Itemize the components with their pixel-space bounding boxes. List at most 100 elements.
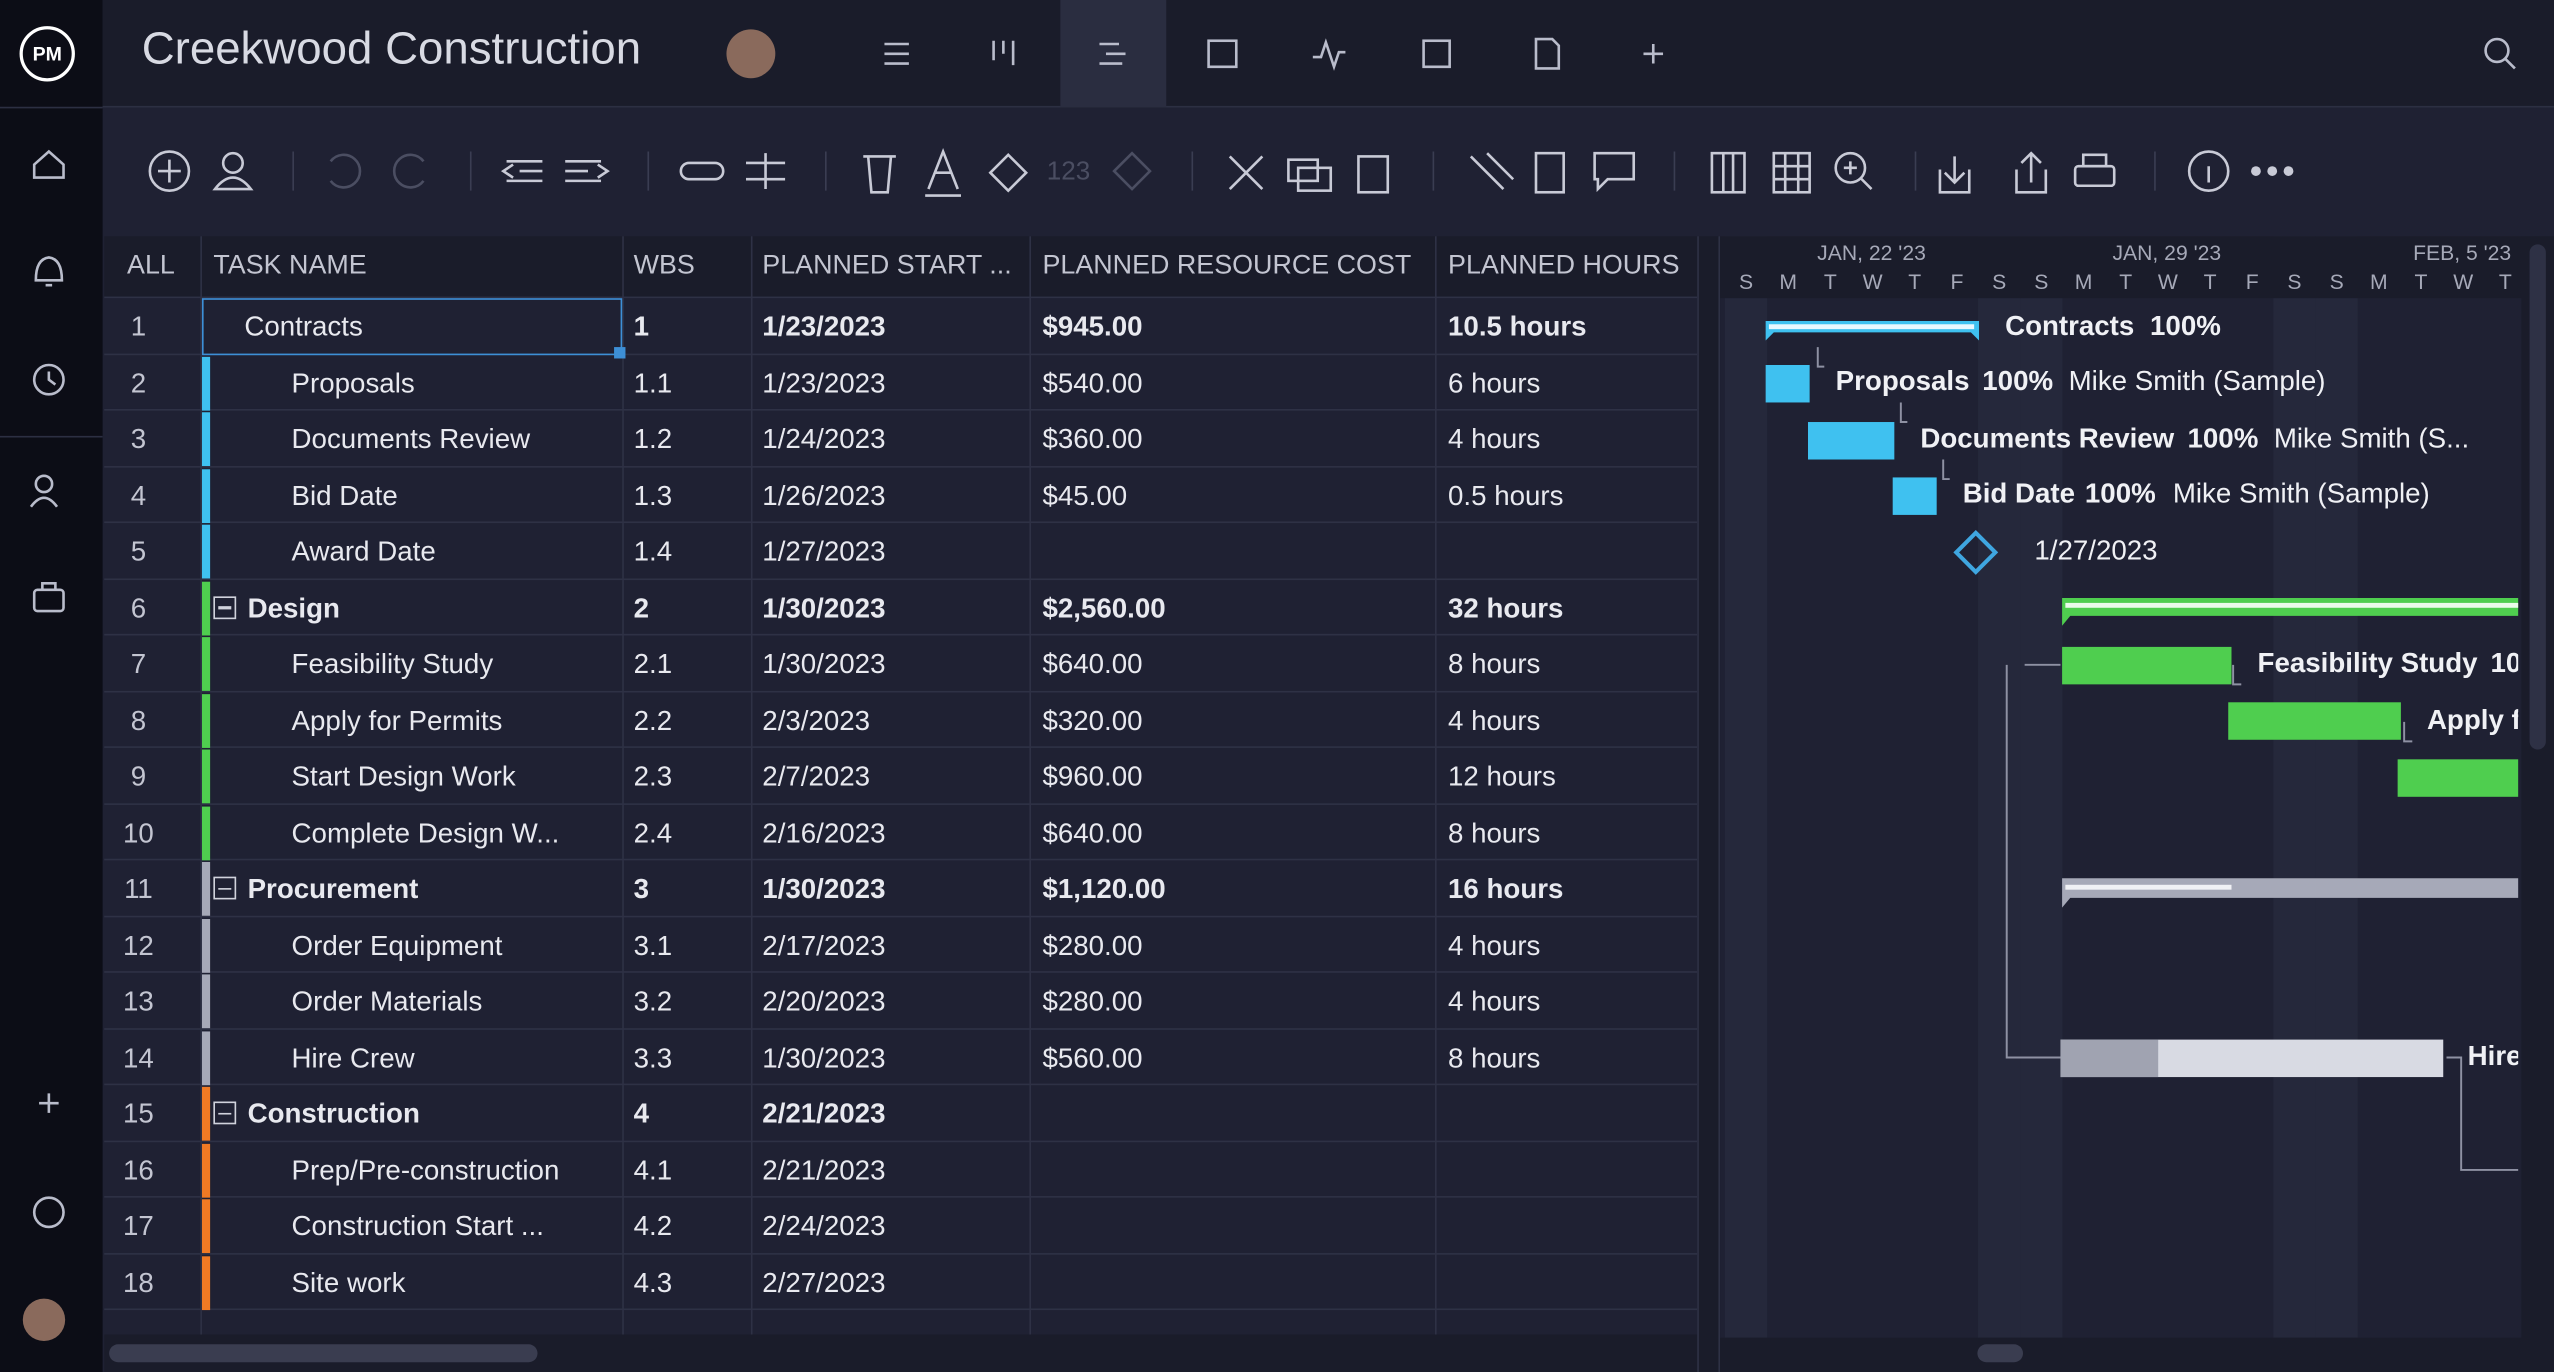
task-name[interactable]: Bid Date (291, 479, 398, 511)
search-icon[interactable] (2484, 37, 2510, 64)
task-name[interactable]: Site work (291, 1266, 406, 1298)
milestone-button[interactable] (1112, 151, 1152, 191)
collapse-toggle[interactable] (213, 876, 237, 900)
row[interactable] (104, 804, 1698, 861)
task-bar[interactable] (2062, 646, 2232, 685)
add-task-button[interactable] (148, 150, 191, 192)
indent-button[interactable] (565, 160, 610, 183)
project-avatar[interactable] (726, 29, 776, 79)
row[interactable] (104, 1198, 1698, 1254)
list-view[interactable] (884, 42, 909, 65)
help-icon[interactable] (32, 1196, 65, 1229)
recent-icon[interactable] (32, 363, 65, 396)
row[interactable] (104, 1141, 1698, 1198)
collapse-toggle[interactable] (213, 595, 237, 619)
task-name[interactable]: Construction Start ... (291, 1210, 544, 1242)
copy-button[interactable] (1287, 158, 1320, 183)
add-icon[interactable] (39, 1093, 59, 1113)
selected-cell[interactable] (201, 298, 623, 356)
import-button[interactable] (1938, 156, 1971, 194)
files-view[interactable] (1534, 37, 1561, 70)
splitter[interactable] (1697, 236, 1721, 1372)
task-name[interactable]: Feasibility Study (291, 648, 494, 680)
task-name[interactable]: Apply for Permits (291, 704, 503, 736)
row[interactable] (104, 298, 1698, 355)
calendar-view[interactable] (1422, 39, 1451, 69)
row[interactable] (104, 1254, 1698, 1311)
assign-button[interactable] (221, 151, 244, 175)
column-header[interactable]: WBS (633, 250, 695, 281)
task-name[interactable]: Complete Design W... (291, 817, 560, 849)
zoom-button[interactable] (1834, 151, 1867, 184)
task-name[interactable]: Start Design Work (291, 760, 516, 792)
fill-color-button[interactable] (988, 152, 1029, 193)
row[interactable] (104, 411, 1698, 467)
row[interactable] (104, 917, 1698, 973)
people-icon[interactable] (34, 474, 54, 494)
row[interactable] (104, 354, 1698, 411)
collapse-toggle[interactable] (213, 1101, 237, 1125)
row[interactable] (104, 748, 1698, 805)
column-header[interactable]: PLANNED RESOURCE COST (1042, 250, 1412, 281)
task-name[interactable]: Contracts (244, 311, 363, 343)
task-name[interactable]: Procurement (247, 873, 419, 905)
undo-button[interactable] (329, 153, 362, 189)
task-name[interactable]: Proposals (291, 367, 415, 399)
print-button[interactable] (2073, 164, 2116, 188)
task-name[interactable]: Award Date (291, 536, 436, 568)
unlink-button[interactable] (746, 153, 786, 190)
user-avatar[interactable] (22, 1298, 66, 1342)
column-header[interactable]: PLANNED START ... (762, 250, 1012, 281)
table-scroll-thumb[interactable] (109, 1344, 538, 1363)
task-name[interactable]: Prep/Pre-construction (291, 1154, 560, 1186)
notes-button[interactable] (1534, 151, 1565, 194)
row[interactable] (104, 1029, 1698, 1086)
comment-button[interactable] (1593, 151, 1636, 193)
text-color-button[interactable] (925, 147, 962, 197)
redo-button[interactable] (392, 153, 425, 189)
link-button[interactable] (679, 161, 725, 181)
task-bar[interactable] (2228, 702, 2401, 740)
notifications-icon[interactable] (34, 256, 64, 287)
task-name[interactable]: Order Materials (291, 985, 483, 1017)
gantt-scroll-thumb[interactable] (1977, 1344, 2024, 1363)
row[interactable] (104, 523, 1698, 580)
task-name[interactable]: Documents Review (291, 423, 531, 455)
row[interactable] (104, 692, 1698, 748)
paste-button[interactable] (1357, 155, 1390, 194)
grid-button[interactable] (1772, 151, 1811, 194)
gantt-view[interactable] (1099, 42, 1126, 65)
outdent-button[interactable] (500, 160, 543, 183)
info-button[interactable] (2187, 150, 2230, 192)
portfolio-icon[interactable] (32, 588, 65, 613)
row[interactable] (104, 860, 1698, 917)
attach-button[interactable] (1469, 152, 1515, 190)
task-name[interactable]: Order Equipment (291, 929, 503, 961)
row[interactable] (104, 1085, 1698, 1142)
column-header[interactable]: PLANNED HOURS (1448, 250, 1680, 281)
task-bar[interactable] (2397, 759, 2522, 797)
home-icon[interactable] (32, 149, 65, 179)
cut-button[interactable] (1228, 155, 1264, 190)
dashboard-view[interactable] (1312, 38, 1346, 71)
export-button[interactable] (2015, 151, 2048, 194)
row[interactable] (104, 467, 1698, 524)
vertical-scroll-thumb[interactable] (2529, 244, 2546, 750)
column-header[interactable]: TASK NAME (213, 250, 367, 281)
task-name[interactable]: Construction (247, 1098, 420, 1130)
row[interactable] (104, 635, 1698, 692)
milestone[interactable] (1953, 529, 1999, 575)
add-view[interactable] (1643, 43, 1664, 64)
task-name[interactable]: Design (247, 592, 340, 624)
task-bar[interactable] (1808, 422, 1895, 460)
number-format-button[interactable]: 123 (1047, 156, 1090, 186)
columns-button[interactable] (1710, 151, 1746, 194)
board-view[interactable] (992, 40, 1015, 66)
delete-button[interactable] (863, 155, 896, 194)
more-button[interactable] (2251, 166, 2294, 176)
task-bar[interactable] (1765, 364, 1810, 403)
task-name[interactable]: Hire Crew (291, 1042, 415, 1073)
row[interactable] (104, 973, 1698, 1029)
task-bar[interactable] (1892, 477, 1937, 515)
column-header[interactable]: ALL (127, 250, 175, 281)
